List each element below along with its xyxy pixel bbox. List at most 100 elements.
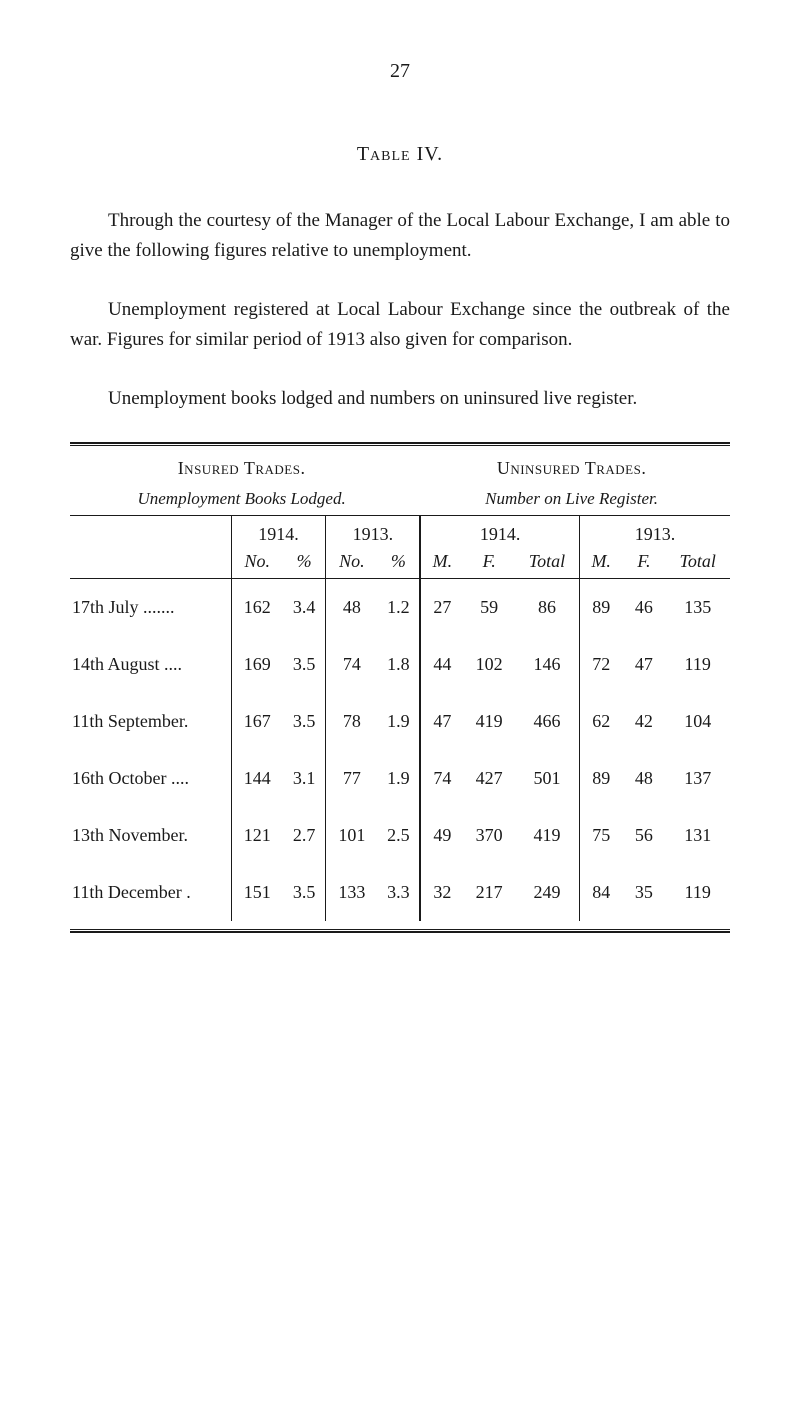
cell: 121 <box>231 807 283 864</box>
cell: 1.9 <box>377 750 420 807</box>
cell: 84 <box>579 864 622 921</box>
page-number: 27 <box>70 60 730 83</box>
cell: 48 <box>622 750 665 807</box>
cell: 72 <box>579 636 622 693</box>
cell: 27 <box>420 578 463 636</box>
table-row: 11th September.1673.5781.947419466624210… <box>70 693 730 750</box>
cell: 3.5 <box>283 693 326 750</box>
cell: 169 <box>231 636 283 693</box>
left-heading-block: Insured Trades. Unemployment Books Lodge… <box>70 458 413 509</box>
cell: 119 <box>665 636 730 693</box>
paragraph-1: Through the courtesy of the Manager of t… <box>70 206 730 267</box>
insured-trades-heading: Insured Trades. <box>70 458 413 479</box>
cell: 74 <box>326 636 378 693</box>
sub-f-2: F. <box>622 547 665 579</box>
sub-no-1: No. <box>231 547 283 579</box>
bottom-double-rule <box>70 929 730 933</box>
header-1913a: 1913. <box>326 515 421 547</box>
cell: 137 <box>665 750 730 807</box>
row-label: 11th December . <box>70 864 231 921</box>
data-table: 1914. 1913. 1914. 1913. No. % No. % M. F… <box>70 515 730 921</box>
blank-header <box>70 515 231 547</box>
cell: 42 <box>622 693 665 750</box>
cell: 146 <box>515 636 579 693</box>
cell: 162 <box>231 578 283 636</box>
header-1913b: 1913. <box>579 515 730 547</box>
header-1914b: 1914. <box>420 515 579 547</box>
section-headings: Insured Trades. Unemployment Books Lodge… <box>70 458 730 509</box>
paragraph-2: Unemployment registered at Local Labour … <box>70 295 730 356</box>
cell: 3.4 <box>283 578 326 636</box>
row-label: 16th October .... <box>70 750 231 807</box>
cell: 56 <box>622 807 665 864</box>
row-label: 11th September. <box>70 693 231 750</box>
cell: 35 <box>622 864 665 921</box>
sub-total-2: Total <box>665 547 730 579</box>
cell: 119 <box>665 864 730 921</box>
unemployment-books-subheading: Unemployment Books Lodged. <box>70 489 413 509</box>
number-live-register-subheading: Number on Live Register. <box>413 489 730 509</box>
cell: 1.8 <box>377 636 420 693</box>
table-row: 16th October ....1443.1771.9744275018948… <box>70 750 730 807</box>
cell: 2.5 <box>377 807 420 864</box>
cell: 89 <box>579 750 622 807</box>
cell: 49 <box>420 807 463 864</box>
table-title: Table IV. <box>70 143 730 166</box>
cell: 74 <box>420 750 463 807</box>
cell: 86 <box>515 578 579 636</box>
sub-m-2: M. <box>579 547 622 579</box>
top-double-rule <box>70 442 730 446</box>
cell: 151 <box>231 864 283 921</box>
cell: 3.5 <box>283 864 326 921</box>
cell: 249 <box>515 864 579 921</box>
row-label: 14th August .... <box>70 636 231 693</box>
cell: 32 <box>420 864 463 921</box>
cell: 77 <box>326 750 378 807</box>
header-1914a: 1914. <box>231 515 326 547</box>
table-row: 17th July .......1623.4481.2275986894613… <box>70 578 730 636</box>
cell: 2.7 <box>283 807 326 864</box>
cell: 102 <box>463 636 515 693</box>
cell: 167 <box>231 693 283 750</box>
cell: 78 <box>326 693 378 750</box>
row-label: 17th July ....... <box>70 578 231 636</box>
paragraph-3: Unemployment books lodged and numbers on… <box>70 384 730 414</box>
cell: 133 <box>326 864 378 921</box>
year-header-row: 1914. 1913. 1914. 1913. <box>70 515 730 547</box>
sub-no-2: No. <box>326 547 378 579</box>
cell: 217 <box>463 864 515 921</box>
table-body: 17th July .......1623.4481.2275986894613… <box>70 578 730 921</box>
cell: 3.1 <box>283 750 326 807</box>
cell: 1.9 <box>377 693 420 750</box>
sub-f-1: F. <box>463 547 515 579</box>
cell: 44 <box>420 636 463 693</box>
sub-total-1: Total <box>515 547 579 579</box>
table-row: 14th August ....1693.5741.84410214672471… <box>70 636 730 693</box>
table-row: 13th November.1212.71012.549370419755613… <box>70 807 730 864</box>
cell: 75 <box>579 807 622 864</box>
row-label: 13th November. <box>70 807 231 864</box>
cell: 104 <box>665 693 730 750</box>
cell: 59 <box>463 578 515 636</box>
cell: 62 <box>579 693 622 750</box>
cell: 466 <box>515 693 579 750</box>
sub-m-1: M. <box>420 547 463 579</box>
cell: 419 <box>515 807 579 864</box>
cell: 3.5 <box>283 636 326 693</box>
blank-subheader <box>70 547 231 579</box>
sub-pct-2: % <box>377 547 420 579</box>
cell: 131 <box>665 807 730 864</box>
sub-header-row: No. % No. % M. F. Total M. F. Total <box>70 547 730 579</box>
cell: 427 <box>463 750 515 807</box>
cell: 47 <box>420 693 463 750</box>
table-row: 11th December .1513.51333.33221724984351… <box>70 864 730 921</box>
cell: 46 <box>622 578 665 636</box>
cell: 144 <box>231 750 283 807</box>
right-heading-block: Uninsured Trades. Number on Live Registe… <box>413 458 730 509</box>
uninsured-trades-heading: Uninsured Trades. <box>413 458 730 479</box>
cell: 1.2 <box>377 578 420 636</box>
cell: 48 <box>326 578 378 636</box>
cell: 501 <box>515 750 579 807</box>
cell: 419 <box>463 693 515 750</box>
cell: 3.3 <box>377 864 420 921</box>
